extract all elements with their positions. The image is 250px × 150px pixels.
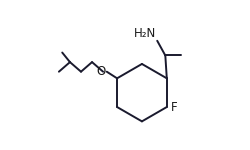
Text: F: F [171, 100, 178, 114]
Text: O: O [97, 65, 106, 78]
Text: H₂N: H₂N [134, 27, 156, 40]
